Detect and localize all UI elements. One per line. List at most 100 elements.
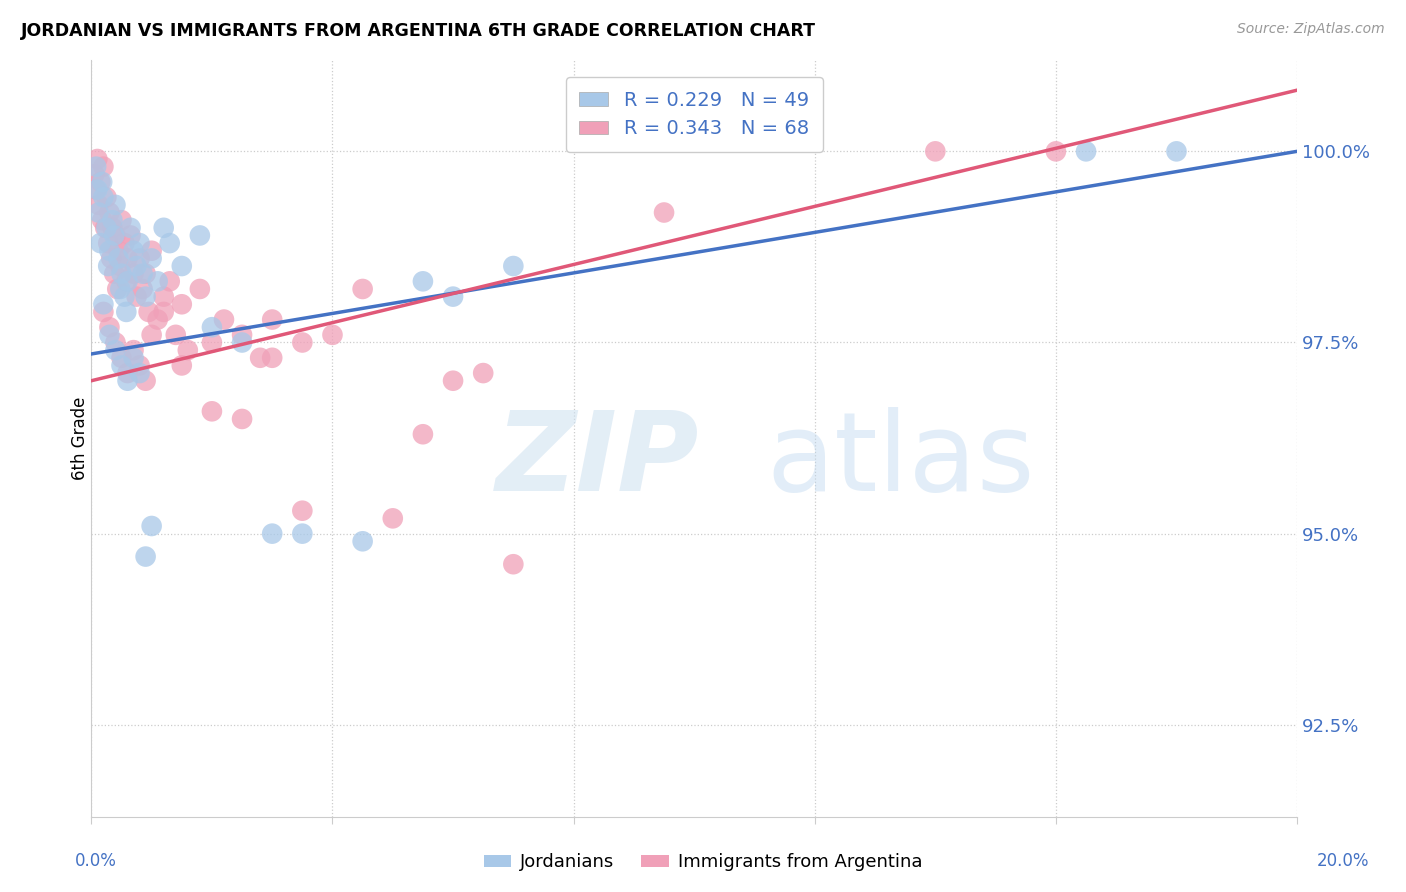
- Point: [103, 267, 125, 281]
- Point: [117, 274, 139, 288]
- Point: [125, 290, 148, 304]
- Point: [441, 290, 464, 304]
- Point: [89, 175, 111, 189]
- Point: [141, 519, 163, 533]
- Point: [652, 205, 675, 219]
- Point: [93, 190, 115, 204]
- Point: [110, 359, 132, 373]
- Point: [152, 305, 174, 319]
- Point: [117, 366, 139, 380]
- Point: [177, 343, 200, 358]
- Point: [87, 205, 110, 219]
- Point: [159, 236, 181, 251]
- Point: [101, 220, 124, 235]
- Point: [321, 327, 343, 342]
- Point: [231, 335, 253, 350]
- Point: [128, 236, 150, 251]
- Point: [212, 312, 235, 326]
- Point: [96, 190, 118, 204]
- Point: [352, 282, 374, 296]
- Point: [262, 526, 284, 541]
- Point: [86, 183, 108, 197]
- Point: [98, 320, 121, 334]
- Point: [141, 327, 163, 342]
- Text: 20.0%: 20.0%: [1316, 852, 1369, 870]
- Point: [152, 290, 174, 304]
- Point: [98, 205, 121, 219]
- Point: [91, 213, 114, 227]
- Point: [141, 244, 163, 258]
- Point: [231, 327, 253, 342]
- Point: [1074, 145, 1097, 159]
- Point: [97, 259, 120, 273]
- Point: [135, 267, 157, 281]
- Point: [107, 244, 129, 258]
- Point: [110, 351, 132, 365]
- Point: [138, 305, 160, 319]
- Point: [165, 327, 187, 342]
- Point: [291, 526, 314, 541]
- Point: [412, 274, 434, 288]
- Text: ZIP: ZIP: [496, 408, 700, 515]
- Point: [1045, 145, 1067, 159]
- Text: atlas: atlas: [766, 408, 1035, 515]
- Legend: Jordanians, Immigrants from Argentina: Jordanians, Immigrants from Argentina: [477, 847, 929, 879]
- Point: [110, 267, 132, 281]
- Point: [381, 511, 404, 525]
- Point: [98, 244, 121, 258]
- Point: [352, 534, 374, 549]
- Point: [122, 244, 145, 258]
- Point: [141, 252, 163, 266]
- Point: [91, 175, 114, 189]
- Point: [152, 220, 174, 235]
- Point: [115, 305, 138, 319]
- Point: [125, 259, 148, 273]
- Point: [115, 274, 138, 288]
- Point: [104, 198, 127, 212]
- Point: [472, 366, 495, 380]
- Point: [104, 343, 127, 358]
- Point: [201, 335, 224, 350]
- Point: [100, 252, 122, 266]
- Point: [135, 290, 157, 304]
- Point: [110, 282, 132, 296]
- Point: [84, 160, 107, 174]
- Point: [1166, 145, 1188, 159]
- Point: [103, 228, 125, 243]
- Point: [117, 374, 139, 388]
- Point: [188, 228, 211, 243]
- Text: Source: ZipAtlas.com: Source: ZipAtlas.com: [1237, 22, 1385, 37]
- Point: [93, 305, 115, 319]
- Point: [262, 312, 284, 326]
- Point: [441, 374, 464, 388]
- Point: [122, 351, 145, 365]
- Point: [412, 427, 434, 442]
- Point: [201, 404, 224, 418]
- Point: [188, 282, 211, 296]
- Point: [120, 228, 142, 243]
- Point: [262, 351, 284, 365]
- Point: [98, 327, 121, 342]
- Point: [128, 359, 150, 373]
- Point: [83, 167, 105, 181]
- Point: [87, 198, 110, 212]
- Point: [94, 220, 117, 235]
- Point: [105, 282, 128, 296]
- Point: [170, 359, 193, 373]
- Point: [146, 274, 169, 288]
- Point: [131, 267, 153, 281]
- Point: [114, 236, 136, 251]
- Point: [146, 312, 169, 326]
- Point: [120, 220, 142, 235]
- Text: 0.0%: 0.0%: [75, 852, 117, 870]
- Point: [128, 366, 150, 380]
- Legend: R = 0.229   N = 49, R = 0.343   N = 68: R = 0.229 N = 49, R = 0.343 N = 68: [565, 77, 823, 152]
- Point: [89, 236, 111, 251]
- Point: [135, 549, 157, 564]
- Point: [110, 213, 132, 227]
- Y-axis label: 6th Grade: 6th Grade: [72, 396, 89, 480]
- Point: [107, 252, 129, 266]
- Point: [924, 145, 946, 159]
- Point: [291, 335, 314, 350]
- Point: [201, 320, 224, 334]
